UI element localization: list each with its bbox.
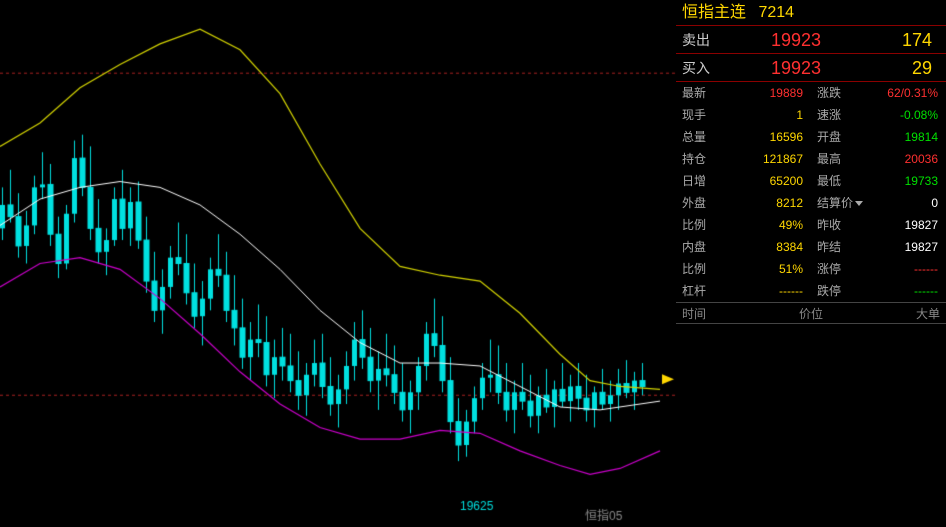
chart-area[interactable] xyxy=(0,0,676,527)
field-value: 1 xyxy=(743,104,814,126)
quote-panel: 恒指主连 7214 卖出 19923 174 买入 19923 29 最新198… xyxy=(676,0,946,527)
field-value: ------ xyxy=(878,280,941,302)
field-label: 涨停 xyxy=(813,258,878,280)
field-value: 65200 xyxy=(743,170,814,192)
field-label: 开盘 xyxy=(813,126,878,148)
buy-label: 买入 xyxy=(682,54,722,81)
field-label: 内盘 xyxy=(682,236,743,258)
field-value: ------ xyxy=(743,280,814,302)
field-value: ------ xyxy=(878,258,941,280)
hdr-price: 价位 xyxy=(768,303,854,323)
field-value: 19827 xyxy=(878,214,941,236)
field-label: 杠杆 xyxy=(682,280,743,302)
data-row: 比例51%涨停------ xyxy=(676,258,946,280)
field-label: 结算价 xyxy=(813,192,878,214)
field-label: 比例 xyxy=(682,214,743,236)
instrument-title: 恒指主连 7214 xyxy=(676,0,946,26)
field-value: 19814 xyxy=(878,126,941,148)
data-row: 比例49%昨收19827 xyxy=(676,214,946,236)
buy-price: 19923 xyxy=(722,54,870,81)
field-label: 昨结 xyxy=(813,236,878,258)
field-label: 最新 xyxy=(682,82,743,104)
data-row: 持仓121867最高20036 xyxy=(676,148,946,170)
dropdown-icon[interactable] xyxy=(855,201,863,206)
sell-qty: 174 xyxy=(870,26,940,53)
field-label: 现手 xyxy=(682,104,743,126)
field-label: 总量 xyxy=(682,126,743,148)
field-value: 49% xyxy=(743,214,814,236)
data-row: 现手1速涨-0.08% xyxy=(676,104,946,126)
field-value: 0 xyxy=(878,192,941,214)
field-value: 121867 xyxy=(743,148,814,170)
field-label: 速涨 xyxy=(813,104,878,126)
buy-row[interactable]: 买入 19923 29 xyxy=(676,54,946,82)
field-label: 昨收 xyxy=(813,214,878,236)
field-value: -0.08% xyxy=(878,104,941,126)
field-label: 最低 xyxy=(813,170,878,192)
field-label: 比例 xyxy=(682,258,743,280)
instrument-code: 7214 xyxy=(758,4,794,21)
hdr-time: 时间 xyxy=(682,303,768,323)
sell-price: 19923 xyxy=(722,26,870,53)
hdr-big: 大单 xyxy=(854,303,940,323)
instrument-name: 恒指主连 xyxy=(682,4,746,21)
field-value: 19733 xyxy=(878,170,941,192)
field-value: 51% xyxy=(743,258,814,280)
data-row: 总量16596开盘19814 xyxy=(676,126,946,148)
field-label: 日增 xyxy=(682,170,743,192)
tick-list-header: 时间 价位 大单 xyxy=(676,302,946,324)
data-row: 内盘8384昨结19827 xyxy=(676,236,946,258)
field-value: 19827 xyxy=(878,236,941,258)
field-label: 持仓 xyxy=(682,148,743,170)
field-value: 62/0.31% xyxy=(878,82,941,104)
sell-label: 卖出 xyxy=(682,26,722,53)
data-grid: 最新19889涨跌62/0.31%现手1速涨-0.08%总量16596开盘198… xyxy=(676,82,946,302)
field-label: 涨跌 xyxy=(813,82,878,104)
buy-qty: 29 xyxy=(870,54,940,81)
field-value: 16596 xyxy=(743,126,814,148)
data-row: 杠杆------跌停------ xyxy=(676,280,946,302)
field-label: 跌停 xyxy=(813,280,878,302)
data-row: 最新19889涨跌62/0.31% xyxy=(676,82,946,104)
sell-row[interactable]: 卖出 19923 174 xyxy=(676,26,946,54)
data-row: 日增65200最低19733 xyxy=(676,170,946,192)
candlestick-chart xyxy=(0,0,676,527)
data-row: 外盘8212结算价0 xyxy=(676,192,946,214)
field-value: 19889 xyxy=(743,82,814,104)
field-value: 8384 xyxy=(743,236,814,258)
field-value: 20036 xyxy=(878,148,941,170)
field-label: 最高 xyxy=(813,148,878,170)
field-label: 外盘 xyxy=(682,192,743,214)
field-value: 8212 xyxy=(743,192,814,214)
